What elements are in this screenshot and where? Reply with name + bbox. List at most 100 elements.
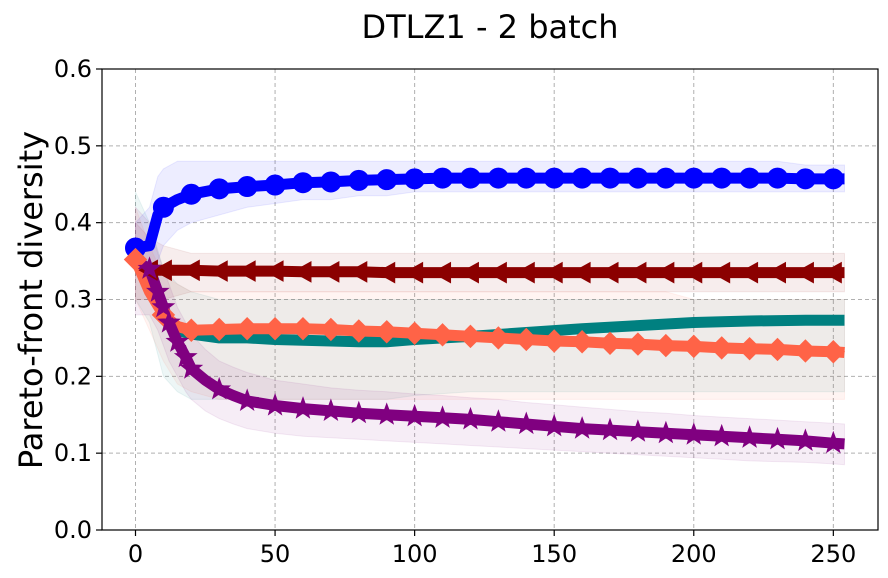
marker-darkred (822, 261, 842, 284)
marker-darkred (319, 260, 340, 283)
axis-ticks: 0 50 100 150 200 250 0.0 0.1 0.2 0.3 0.4 0.5 0.6 (54, 55, 856, 568)
marker-blue (236, 176, 258, 198)
marker-darkred (236, 260, 256, 282)
y-tick-label: 0.3 (54, 286, 92, 314)
marker-blue (292, 172, 314, 194)
marker-tomato (682, 334, 706, 359)
marker-tomato (263, 316, 287, 341)
marker-blue (794, 168, 816, 190)
marker-darkred (347, 260, 368, 283)
marker-blue (543, 167, 565, 189)
marker-purple (486, 409, 511, 432)
marker-blue (320, 171, 342, 193)
marker-blue (264, 174, 286, 196)
marker-blue (739, 167, 761, 189)
marker-tomato (793, 339, 818, 363)
x-tick-label: 250 (810, 540, 856, 568)
marker-tomato (514, 327, 538, 352)
marker-purple (765, 426, 790, 450)
marker-purple (681, 422, 706, 445)
marker-darkred (766, 261, 787, 284)
band-purple (135, 206, 845, 466)
marker-tomato (179, 318, 204, 342)
marker-purple (173, 344, 198, 368)
marker-darkred (598, 261, 619, 284)
marker-darkred (543, 261, 563, 284)
marker-darkred (180, 259, 200, 282)
marker-tomato (821, 340, 846, 364)
marker-blue (404, 168, 426, 190)
series-markers (123, 167, 846, 454)
marker-tomato (765, 337, 790, 362)
marker-tomato (598, 331, 622, 356)
marker-purple (458, 406, 483, 430)
marker-tomato (542, 329, 566, 353)
y-tick-label: 0.1 (54, 439, 92, 467)
marker-darkred (515, 261, 535, 284)
marker-purple (146, 279, 170, 302)
chart-title: DTLZ1 - 2 batch (361, 8, 618, 46)
marker-purple (542, 413, 567, 437)
marker-tomato (375, 320, 399, 344)
marker-purple (151, 294, 176, 318)
y-tick-label: 0.2 (54, 362, 92, 390)
marker-darkred (459, 261, 479, 284)
marker-purple (291, 396, 315, 419)
marker-blue (515, 167, 537, 189)
marker-purple (374, 402, 399, 425)
marker-darkred (152, 259, 172, 282)
marker-blue (599, 167, 621, 189)
marker-darkred (738, 261, 759, 284)
marker-purple (570, 416, 594, 439)
marker-purple (430, 405, 455, 428)
marker-darkred (571, 261, 591, 284)
marker-blue (180, 183, 202, 205)
marker-purple (165, 329, 190, 352)
marker-purple (737, 425, 762, 448)
x-tick-label: 100 (392, 540, 438, 568)
marker-darkred (208, 260, 228, 282)
marker-purple (263, 393, 287, 416)
marker-tomato (737, 336, 762, 361)
marker-tomato (570, 330, 594, 354)
marker-blue (767, 167, 789, 189)
marker-darkred (291, 260, 312, 283)
marker-tomato (319, 317, 343, 342)
marker-blue (655, 167, 677, 189)
marker-blue (376, 169, 398, 191)
marker-purple (402, 403, 427, 427)
marker-purple (235, 388, 260, 412)
marker-purple (207, 376, 232, 400)
marker-blue (711, 167, 733, 189)
marker-tomato (291, 316, 315, 341)
marker-blue (208, 178, 230, 200)
marker-darkred (264, 260, 284, 282)
y-axis-label: Pareto-front diversity (12, 131, 50, 469)
y-tick-label: 0.6 (54, 55, 92, 83)
line-darkred (132, 256, 845, 279)
marker-purple (654, 420, 678, 444)
marker-tomato (486, 326, 511, 350)
y-tick-label: 0.5 (54, 132, 92, 160)
marker-purple (179, 356, 204, 379)
marker-darkred (375, 261, 396, 284)
marker-purple (598, 417, 622, 441)
marker-darkred (710, 261, 731, 284)
marker-darkred (654, 261, 675, 284)
marker-tomato (709, 336, 734, 360)
x-tick-label: 150 (531, 540, 577, 568)
marker-darkred (794, 261, 814, 284)
marker-blue (348, 169, 370, 191)
marker-purple (821, 430, 846, 454)
marker-blue (627, 167, 649, 189)
marker-tomato (207, 317, 231, 342)
marker-tomato (235, 316, 259, 341)
marker-tomato (347, 319, 371, 343)
marker-darkred (682, 261, 703, 284)
marker-blue (487, 167, 509, 189)
marker-darkred (487, 261, 507, 284)
marker-blue (459, 167, 481, 189)
marker-tomato (151, 303, 176, 327)
marker-tomato (430, 323, 455, 347)
